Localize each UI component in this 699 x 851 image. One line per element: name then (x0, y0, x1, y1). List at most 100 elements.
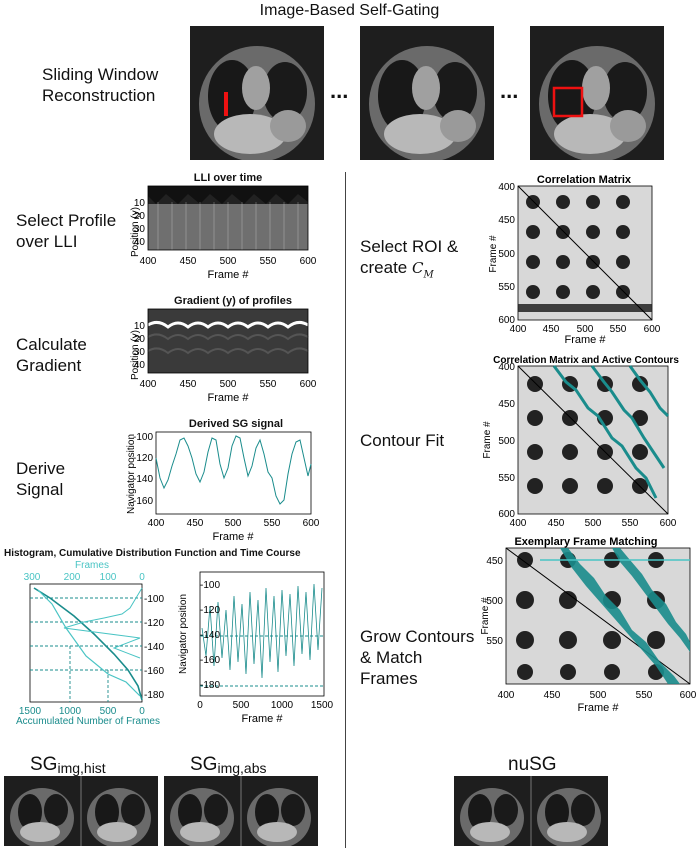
step-select-roi-label: Select ROI & create (360, 237, 459, 277)
label-nusg: nuSG (508, 754, 557, 775)
mri-pair-sg-abs (164, 776, 318, 848)
step-derive-signal: Derive Signal (16, 459, 66, 499)
grad-xtick: 500 (220, 379, 237, 390)
cm3-ytick: 550 (486, 636, 503, 647)
grad-ytick: 30 (134, 347, 146, 358)
cm1-ytick: 550 (498, 282, 515, 293)
cm3-ytick: 450 (486, 556, 503, 567)
hist-ytick: -120 (144, 618, 164, 629)
cm1-ytick: 400 (498, 182, 515, 193)
ellipsis-1: ... (330, 78, 349, 103)
tc-ytick: -180 (200, 680, 220, 691)
frame-matching-plot: Exemplary Frame Matching Frame # 450 500… (480, 534, 698, 714)
tc-svg: Navigator position -100 -120 -140 -160 -… (178, 571, 334, 725)
sg-ytick: -120 (133, 453, 153, 464)
mri-frame-2 (360, 26, 494, 160)
sg-abs-main: SG (190, 754, 218, 775)
tc-xtick: 1000 (271, 700, 294, 711)
sg-signal-plot: Derived SG signal Navigator position -10… (126, 418, 324, 543)
hist-top-label: Frames (75, 560, 109, 571)
hist-ytick: -140 (144, 642, 164, 653)
hist-bottom-tick: 0 (139, 706, 145, 717)
hist-svg: Frames 300 200 100 0 -100 -120 -140 -160… (16, 560, 164, 727)
step-sliding-window: Sliding Window Reconstruction (42, 64, 172, 106)
cm3-xtick: 450 (544, 690, 561, 701)
sg-hist-sub: img,hist (57, 760, 106, 776)
sg-svg: Navigator position -100 -120 -140 -160 4… (126, 431, 320, 543)
cm2-xtick: 550 (622, 518, 639, 529)
tc-xtick: 0 (197, 700, 203, 711)
lli-xtick: 600 (300, 256, 317, 267)
lli-plot: LLI over time Position (y) 10 20 30 40 4… (128, 172, 324, 292)
cm3-xtick: 500 (590, 690, 607, 701)
corr-contours-plot: Correlation Matrix and Active Contours F… (480, 352, 698, 532)
hist-top-tick: 200 (64, 572, 81, 583)
label-sg-abs: SGimg,abs (190, 754, 266, 776)
sg-xtick: 600 (303, 518, 320, 529)
sg-ytick: -160 (133, 496, 153, 507)
hist-title: Histogram, Cumulative Distribution Funct… (4, 543, 344, 563)
step-select-profile: Select Profile over LLI (16, 211, 117, 251)
grad-xtick: 400 (140, 379, 157, 390)
cm2-xtick: 400 (510, 518, 527, 529)
cm2-ytick: 550 (498, 473, 515, 484)
sg-xtick: 550 (264, 518, 281, 529)
cm1-ytick: 600 (498, 315, 515, 326)
cm2-ytick: 600 (498, 509, 515, 520)
grad-ytick: 40 (134, 360, 146, 371)
lli-xtick: 550 (260, 256, 277, 267)
cm1-xtick: 500 (577, 324, 594, 335)
mri-pair-sg-hist (4, 776, 158, 848)
grad-xtick: 550 (260, 379, 277, 390)
hist-bottom-tick: 1000 (59, 706, 82, 717)
cm3-title: Exemplary Frame Matching (514, 536, 657, 548)
cm1-xtick: 400 (510, 324, 527, 335)
grad-ytick: 10 (134, 321, 146, 332)
hist-ytick: -160 (144, 666, 164, 677)
cm3-ytick: 500 (486, 596, 503, 607)
cm2-ylabel: Frame # (482, 421, 493, 459)
step-contour-fit: Contour Fit (360, 431, 445, 450)
hist-bottom-label: Accumulated Number of Frames (16, 716, 160, 724)
lli-ytick: 10 (134, 198, 146, 209)
tc-ylabel: Navigator position (178, 594, 189, 674)
lli-ytick: 20 (134, 211, 146, 222)
lli-svg: Position (y) 10 20 30 40 400 450 500 550… (130, 185, 317, 281)
grad-xtick: 600 (300, 379, 317, 390)
cm3-xtick: 600 (680, 690, 697, 701)
cm2-title: Correlation Matrix and Active Contours (493, 355, 679, 366)
sg-title: Derived SG signal (188, 418, 284, 430)
grad-xtick: 450 (180, 379, 197, 390)
sg-ytick: -140 (133, 474, 153, 485)
column-divider (345, 172, 346, 848)
tc-xlabel: Frame # (242, 713, 284, 725)
tc-ytick: -160 (200, 655, 220, 666)
sg-xtick: 500 (225, 518, 242, 529)
tc-ytick: -140 (200, 630, 220, 641)
cm1-ytick: 500 (498, 249, 515, 260)
hist-title-text: Histogram, Cumulative Distribution Funct… (4, 548, 301, 559)
cm2-ytick: 500 (498, 436, 515, 447)
ellipsis-2: ... (500, 78, 519, 103)
lli-xtick: 500 (220, 256, 237, 267)
tc-xtick: 500 (233, 700, 250, 711)
cm2-xtick: 600 (660, 518, 677, 529)
cm-subscript: M (423, 269, 434, 281)
hist-top-tick: 100 (100, 572, 117, 583)
cm3-xtick: 400 (498, 690, 515, 701)
cm1-xtick: 600 (644, 324, 661, 335)
lli-title: LLI over time (193, 172, 263, 184)
lli-xlabel: Frame # (208, 269, 250, 281)
lli-ylabel: Position (y) (130, 207, 141, 257)
cm3-svg: Exemplary Frame Matching Frame # 450 500… (480, 536, 697, 714)
cm3-xlabel: Frame # (578, 702, 620, 714)
lli-xtick: 400 (140, 256, 157, 267)
sg-xtick: 400 (148, 518, 165, 529)
cm1-xlabel: Frame # (565, 334, 607, 344)
gradient-plot: Gradient (y) of profiles Position (y) 10… (128, 295, 324, 415)
sg-abs-sub: img,abs (217, 760, 267, 776)
hist-top-tick: 0 (139, 572, 145, 583)
cm3-xtick: 550 (636, 690, 653, 701)
step-grow-contours: Grow Contours & Match Frames (360, 627, 475, 688)
lli-ytick: 40 (134, 237, 146, 248)
